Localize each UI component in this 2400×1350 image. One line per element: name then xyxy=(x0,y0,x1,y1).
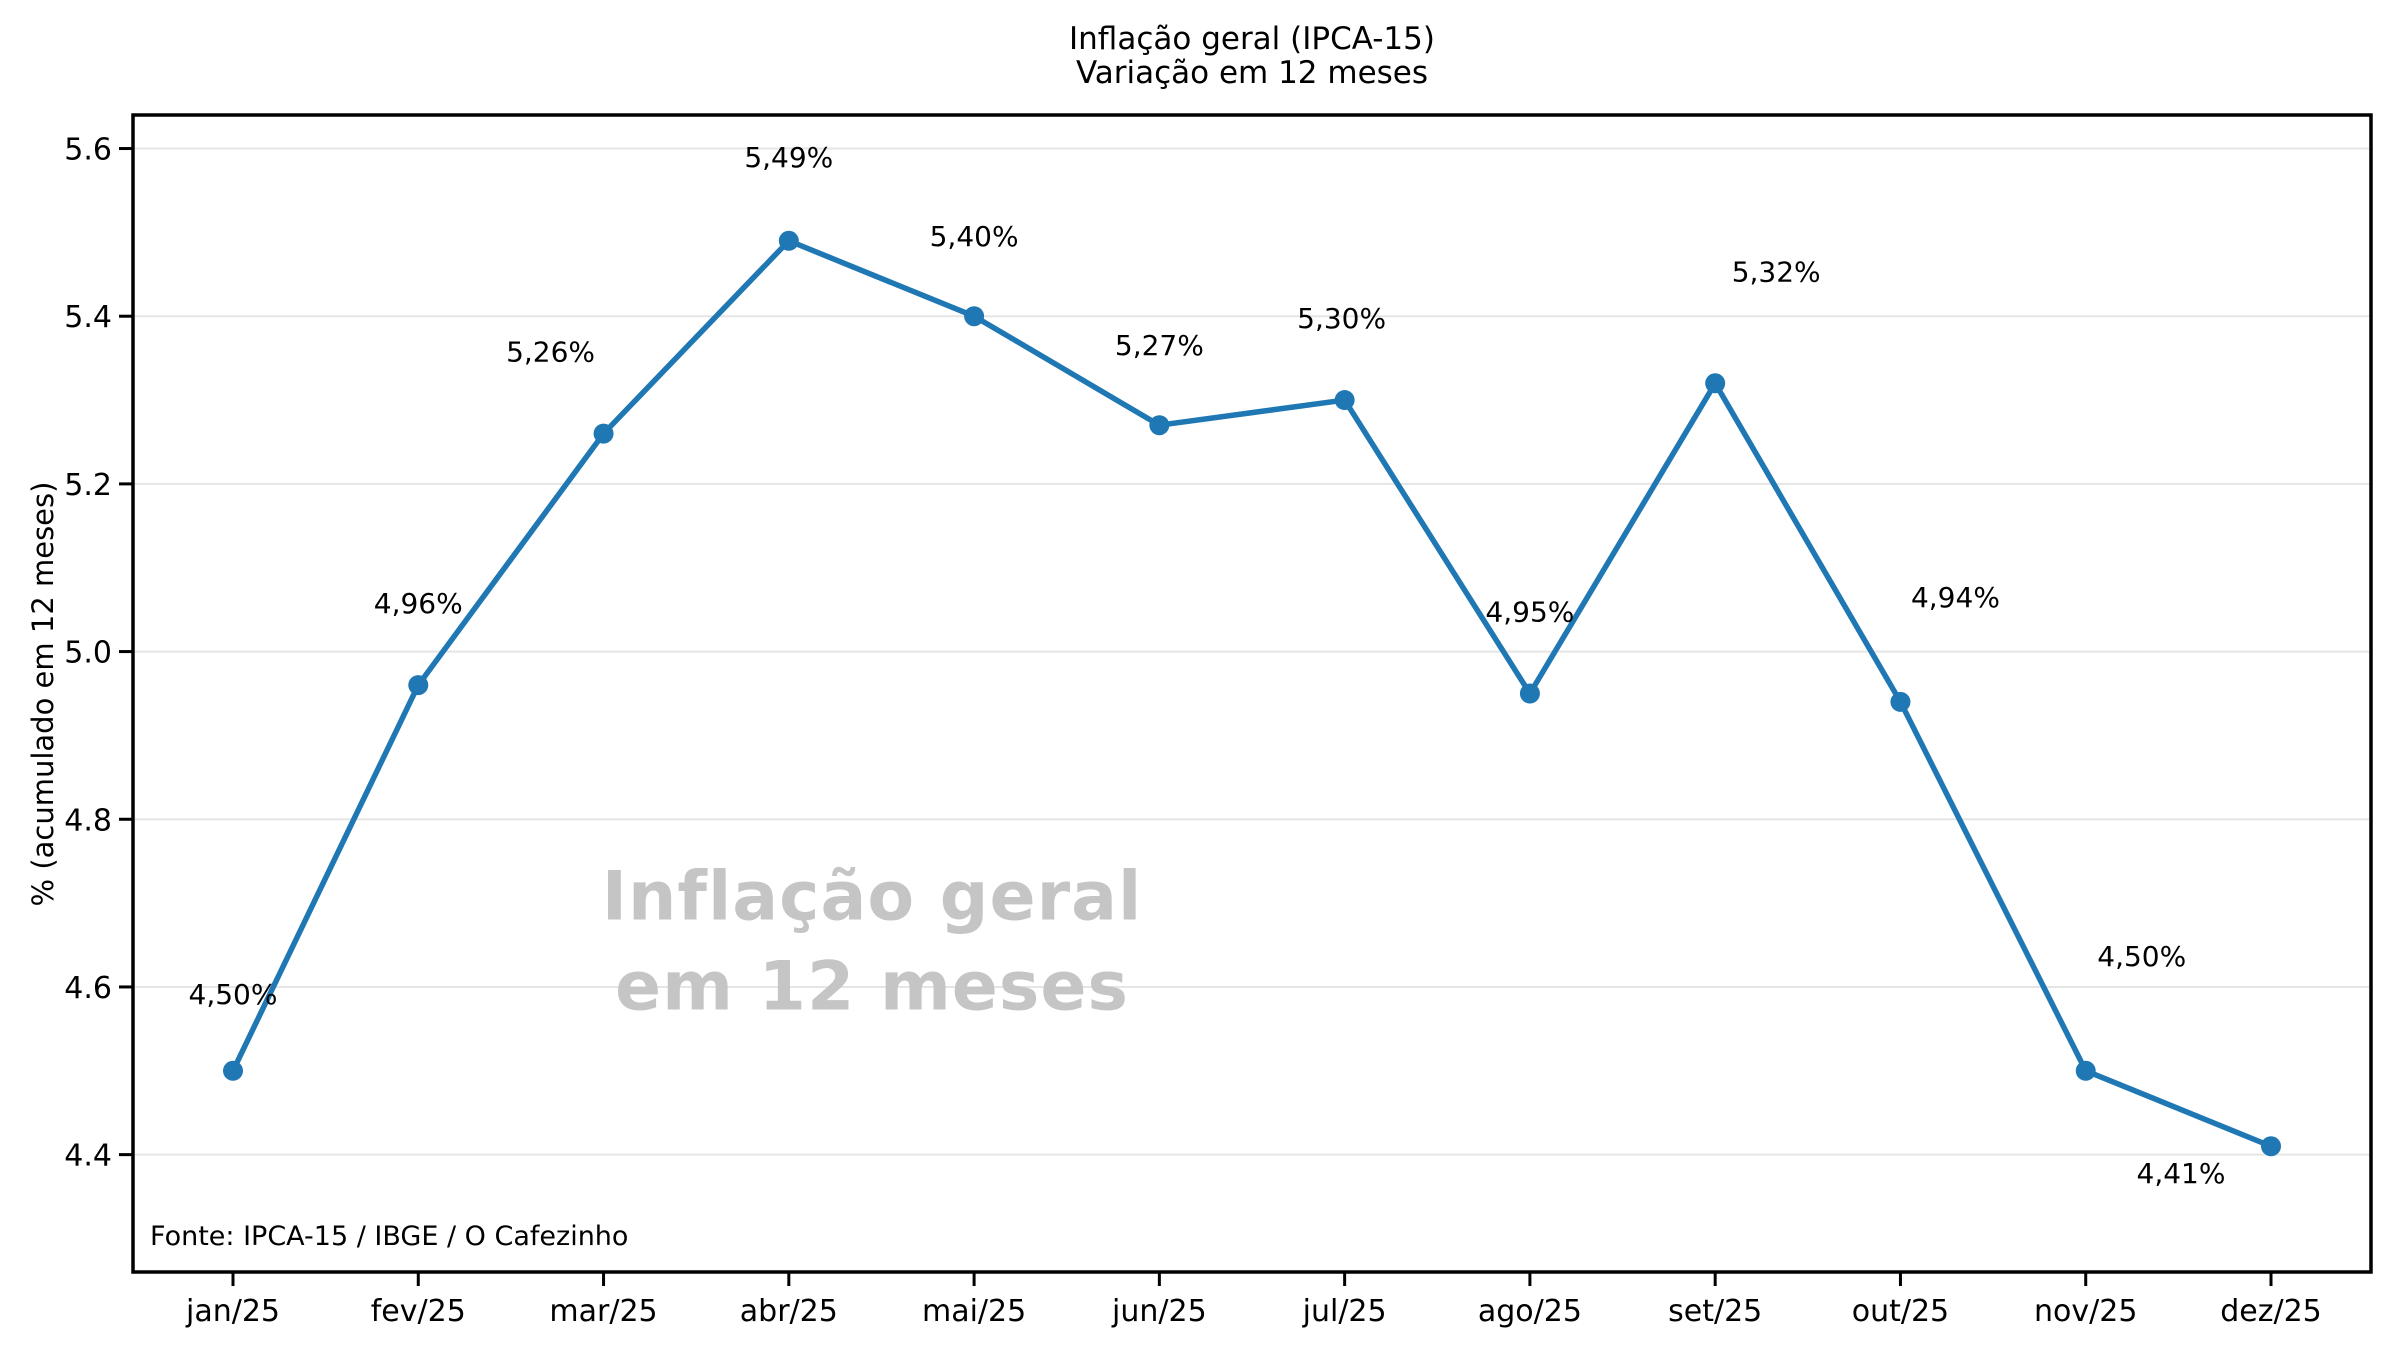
data-point xyxy=(2075,1060,2096,1081)
chart-title-line2: Variação em 12 meses xyxy=(1075,55,1429,91)
y-tick-label: 4.4 xyxy=(64,1139,112,1174)
y-tick-label: 5.4 xyxy=(64,300,112,335)
data-point-label: 4,96% xyxy=(374,587,463,620)
y-tick-label: 5.0 xyxy=(64,636,112,671)
data-point-label: 5,32% xyxy=(1732,255,1821,288)
data-point xyxy=(593,423,614,444)
data-point-label: 5,26% xyxy=(506,336,595,369)
x-tick-label: jun/25 xyxy=(1111,1294,1207,1329)
data-line xyxy=(230,238,2274,1149)
chart-title: Inflação geral (IPCA-15) Variação em 12 … xyxy=(1069,22,1435,90)
data-point xyxy=(964,306,985,327)
y-tick-label: 5.6 xyxy=(64,133,112,168)
x-tick-label: jul/25 xyxy=(1302,1294,1387,1329)
data-point xyxy=(778,230,799,251)
data-point xyxy=(1334,390,1355,411)
y-tick-label: 4.6 xyxy=(64,971,112,1006)
data-point-label: 4,50% xyxy=(2097,940,2186,973)
data-point xyxy=(1890,691,1911,712)
data-point xyxy=(408,675,429,696)
data-point xyxy=(2261,1136,2281,1157)
chart-title-line1: Inflação geral (IPCA-15) xyxy=(1069,21,1435,57)
data-point xyxy=(1149,415,1170,436)
x-tick-label: ago/25 xyxy=(1478,1294,1582,1329)
y-tick-label: 4.8 xyxy=(64,803,112,838)
data-point-label: 5,27% xyxy=(1115,329,1204,362)
data-point xyxy=(1705,373,1726,394)
data-point-label: 4,41% xyxy=(2137,1157,2226,1190)
x-tick-label: fev/25 xyxy=(371,1294,466,1329)
x-tick-label: mai/25 xyxy=(922,1294,1026,1329)
data-point-label: 5,30% xyxy=(1297,302,1386,335)
data-point-label: 4,50% xyxy=(189,978,278,1011)
x-tick-label: mar/25 xyxy=(549,1294,657,1329)
data-point xyxy=(1519,683,1540,704)
x-tick-label: nov/25 xyxy=(2034,1294,2137,1329)
x-tick-label: abr/25 xyxy=(740,1294,838,1329)
x-tick-label: dez/25 xyxy=(2220,1294,2322,1329)
source-note: Fonte: IPCA-15 / IBGE / O Cafezinho xyxy=(150,1221,629,1252)
x-tick-label: jan/25 xyxy=(185,1294,280,1329)
y-tick-label: 5.2 xyxy=(64,468,112,503)
y-axis-label: % (acumulado em 12 meses) xyxy=(26,481,60,907)
data-point-label: 4,95% xyxy=(1485,596,1574,629)
data-point-label: 4,94% xyxy=(1911,581,2000,614)
data-point-label: 5,49% xyxy=(744,141,833,174)
data-point-label: 5,40% xyxy=(930,220,1019,253)
axes-border xyxy=(131,113,2373,1274)
x-tick-label: set/25 xyxy=(1668,1294,1762,1329)
x-tick-label: out/25 xyxy=(1852,1294,1949,1329)
data-point xyxy=(223,1060,243,1081)
